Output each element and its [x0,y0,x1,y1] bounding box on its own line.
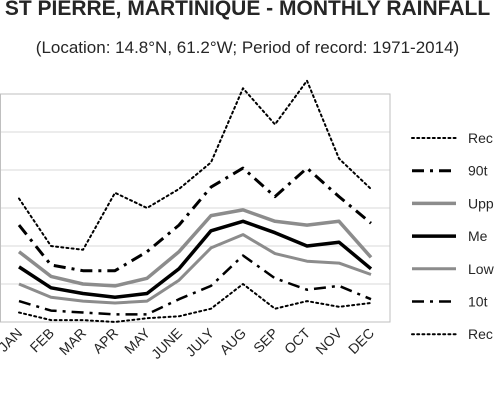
x-tick-label: OCT [281,324,314,357]
legend-label: Low [468,261,495,277]
x-tick-label: AUG [216,325,249,358]
x-tick-label: JULY [182,324,217,359]
series-line-2 [17,208,373,288]
series-line-4 [18,233,372,305]
x-tick-label: JAN [0,325,25,355]
plot-area-border [0,93,391,323]
series-line-5 [18,254,372,316]
x-tick-label: DEC [345,325,377,357]
series-line-6 [18,283,372,323]
legend: Rec 90t Upp Me Low 10t Rec [411,130,495,342]
gridlines [0,93,391,323]
series-line-0 [18,79,372,251]
legend-label: Me [468,228,488,244]
chart-title: ST PIERRE, MARTINIQUE - MONTHLY RAINFALL [4,0,491,20]
series-line-1 [17,166,372,273]
legend-label: 90t [468,163,488,179]
legend-label: Rec [468,130,493,146]
x-tick-label: APR [89,325,121,357]
series-lines [17,79,373,323]
x-tick-label: NOV [312,324,345,357]
x-tick-label: FEB [27,325,58,356]
series-line-3 [18,219,373,300]
x-tick-label: MAR [56,325,89,358]
x-tick-label: SEP [250,325,281,356]
legend-label: 10t [468,294,488,310]
legend-label: Rec [468,326,493,342]
chart-subtitle: (Location: 14.8°N, 61.2°W; Period of rec… [35,38,460,57]
x-tick-label: JUNE [148,325,185,362]
legend-label: Upp [468,195,494,211]
